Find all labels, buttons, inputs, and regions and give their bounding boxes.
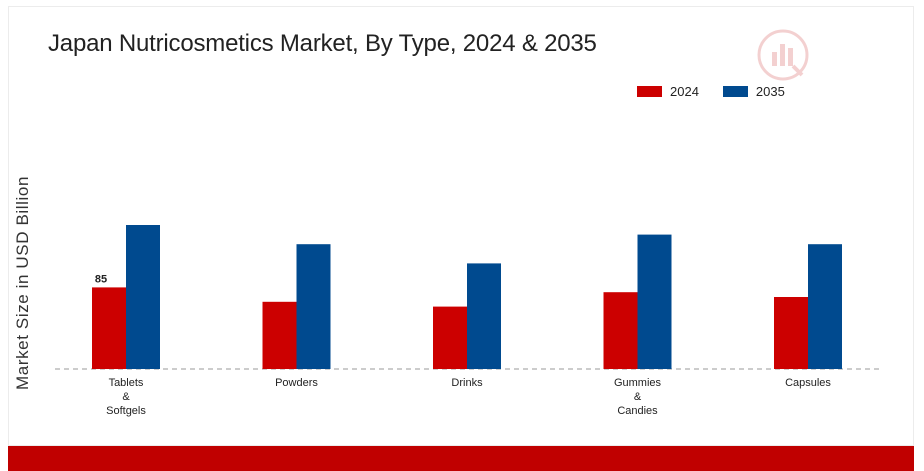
bar-2035-2 <box>467 263 501 369</box>
bar-2024-1 <box>262 301 297 369</box>
footer-accent-bar <box>8 446 914 471</box>
legend-item-2035: 2035 <box>722 84 785 99</box>
data-label-2024-0: 85 <box>95 273 107 285</box>
x-tick-label-2: Drinks <box>451 377 483 389</box>
x-tick-label-1: Powders <box>275 377 318 389</box>
legend-swatch-2035 <box>722 86 748 97</box>
legend-swatch-2024 <box>637 86 662 97</box>
bar-2024-4 <box>774 297 808 369</box>
x-tick-label-0: Tablets & Softgels <box>106 377 146 417</box>
legend-label-2024: 2024 <box>670 84 699 99</box>
bar-2035-3 <box>637 234 672 369</box>
legend-item-2024: 2024 <box>637 84 699 99</box>
bar-2024-0 <box>92 287 126 369</box>
bar-2035-0 <box>126 225 160 369</box>
x-tick-label-4: Capsules <box>785 377 831 389</box>
chart-legend: 2024 2035 <box>637 84 809 99</box>
bar-2024-3 <box>603 292 638 369</box>
chart-title: Japan Nutricosmetics Market, By Type, 20… <box>48 30 597 57</box>
brand-logo-icon <box>757 29 809 81</box>
bar-2035-4 <box>808 244 842 369</box>
legend-label-2035: 2035 <box>755 84 785 99</box>
bar-2035-1 <box>296 244 331 369</box>
x-tick-label-3: Gummies & Candies <box>614 377 662 417</box>
bar-2024-2 <box>433 306 467 369</box>
